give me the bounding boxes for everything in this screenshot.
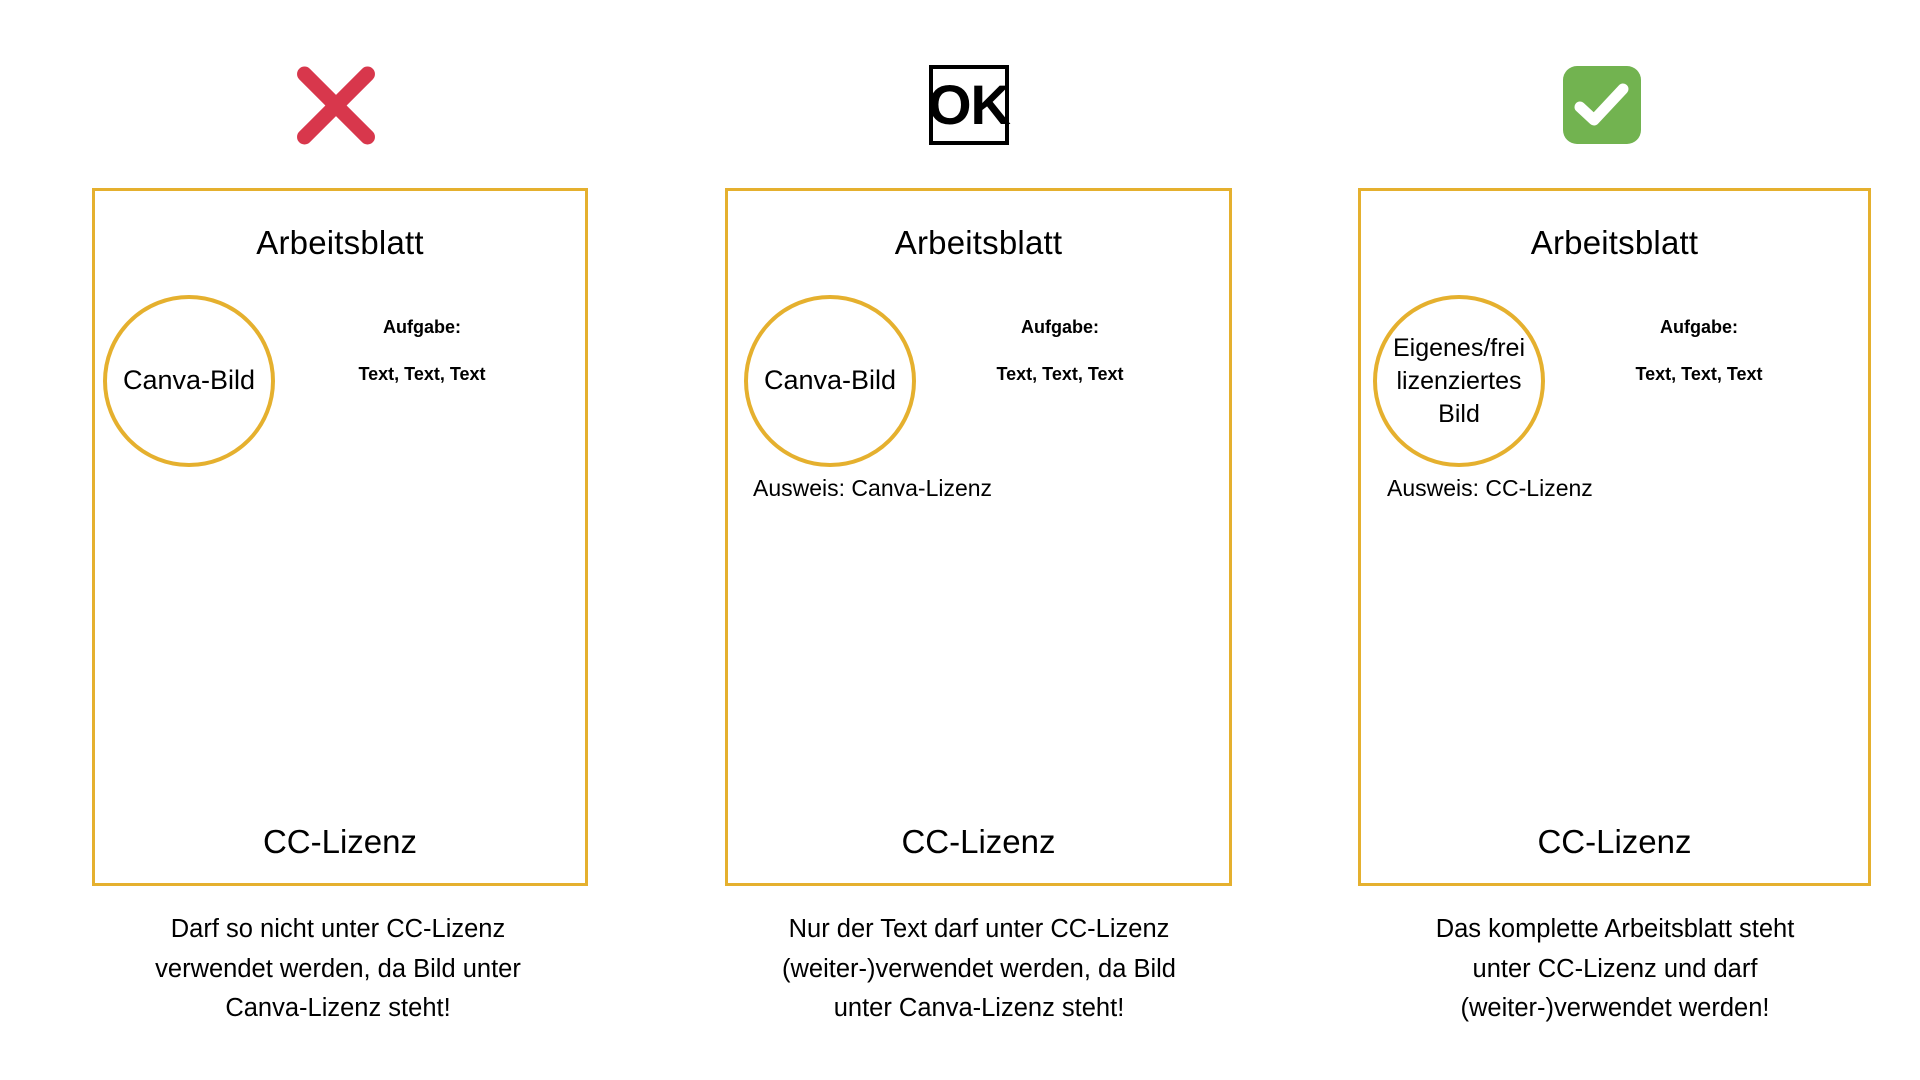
worksheet-card: Arbeitsblatt Canva-Bild Aufgabe: Text, T… (92, 188, 588, 886)
image-placeholder-circle: Eigenes/frei lizenziertes Bild (1373, 295, 1545, 467)
ok-badge-label: OK (928, 73, 1011, 136)
worksheet-title: Arbeitsblatt (256, 224, 424, 261)
caption-line: Darf so nicht unter CC-Lizenz (170, 915, 506, 943)
caption-line: unter Canva-Lizenz steht! (833, 994, 1125, 1023)
caption-line: verwendet werden, da Bild unter (155, 954, 521, 983)
cross-icon (294, 63, 378, 147)
column-caption: Darf so nicht unter CC-Lizenz verwendet … (78, 910, 598, 1029)
task-heading: Aufgabe: (1660, 317, 1738, 337)
task-heading: Aufgabe: (1021, 317, 1099, 337)
caption-line: (weiter-)verwendet werden, da Bild (781, 954, 1176, 983)
caption-line: Nur der Text darf unter CC-Lizenz (788, 915, 1170, 943)
status-badge-slot (1328, 50, 1906, 160)
task-block: Aufgabe: Text, Text, Text (327, 317, 517, 385)
worksheet-card: Arbeitsblatt Eigenes/frei lizenziertes B… (1358, 188, 1871, 886)
image-placeholder-circle: Canva-Bild (103, 295, 275, 467)
image-placeholder-label: Eigenes/frei lizenziertes Bild (1392, 333, 1526, 428)
task-body: Text, Text, Text (996, 364, 1124, 384)
image-placeholder-label: Canva-Bild (763, 365, 897, 396)
image-placeholder-label: Canva-Bild (122, 365, 256, 396)
licence-statement: Ausweis: Canva-Lizenz (753, 475, 993, 501)
caption-line: unter CC-Lizenz und darf (1472, 954, 1758, 983)
worksheet-licence: CC-Lizenz (901, 823, 1056, 860)
image-placeholder-circle: Canva-Bild (744, 295, 916, 467)
caption-line: (weiter-)verwendet werden! (1460, 994, 1770, 1023)
worksheet-title: Arbeitsblatt (1530, 224, 1699, 261)
worksheet-card: Arbeitsblatt Canva-Bild Aufgabe: Text, T… (725, 188, 1232, 886)
task-body: Text, Text, Text (1635, 364, 1763, 384)
check-mark-icon (1563, 66, 1641, 144)
ok-badge-icon: OK (928, 65, 1011, 145)
column-caption: Nur der Text darf unter CC-Lizenz (weite… (709, 910, 1249, 1029)
comparison-column-not-allowed: Arbeitsblatt Canva-Bild Aufgabe: Text, T… (60, 0, 630, 1080)
worksheet-title: Arbeitsblatt (894, 224, 1063, 261)
column-caption: Das komplette Arbeitsblatt steht unter C… (1344, 910, 1886, 1029)
licence-statement: Ausweis: CC-Lizenz (1387, 475, 1593, 501)
task-block: Aufgabe: Text, Text, Text (1599, 317, 1799, 385)
task-block: Aufgabe: Text, Text, Text (960, 317, 1160, 385)
comparison-column-partly-allowed: OK Arbeitsblatt Canva-Bild Aufgabe: Text… (695, 0, 1265, 1080)
task-heading: Aufgabe: (383, 317, 461, 337)
task-body: Text, Text, Text (358, 364, 486, 384)
worksheet-licence: CC-Lizenz (1537, 823, 1692, 860)
status-badge-slot (60, 50, 630, 160)
caption-line: Canva-Lizenz steht! (225, 994, 451, 1023)
comparison-column-allowed: Arbeitsblatt Eigenes/frei lizenziertes B… (1328, 0, 1906, 1080)
worksheet-licence: CC-Lizenz (262, 823, 418, 860)
status-badge-slot: OK (695, 50, 1265, 160)
caption-line: Das komplette Arbeitsblatt steht (1435, 915, 1795, 943)
